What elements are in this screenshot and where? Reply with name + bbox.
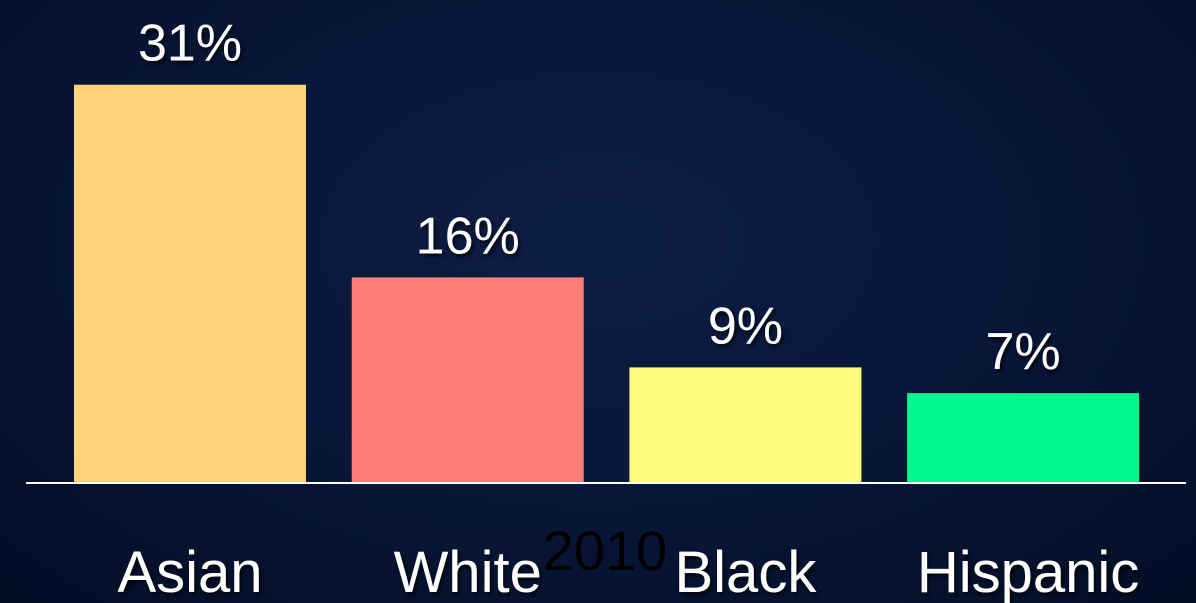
value-label-black: 9%: [708, 297, 783, 355]
bar-black: [629, 367, 862, 483]
value-label-hispanic: 7%: [986, 323, 1061, 381]
category-label-asian: Asian: [117, 540, 262, 603]
category-label-white: White: [394, 540, 542, 603]
value-labels-group: 31% 16% 9% 7%: [138, 15, 1061, 381]
category-label-hispanic: Hispanic: [917, 540, 1139, 603]
category-labels-group: Asian White Black Hispanic: [117, 540, 1139, 603]
period-label: 2010: [543, 519, 668, 582]
bars-group: [74, 84, 1140, 484]
bar-hispanic: [907, 393, 1140, 484]
bar-white: [351, 277, 584, 483]
value-label-asian: 31%: [138, 15, 242, 73]
bar-asian: [74, 84, 306, 483]
category-label-black: Black: [674, 540, 817, 603]
value-label-white: 16%: [416, 207, 520, 265]
